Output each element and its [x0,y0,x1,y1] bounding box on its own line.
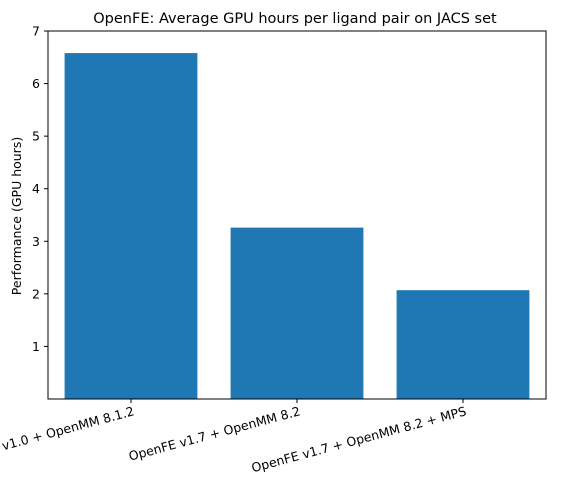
y-tick-label: 3 [32,234,40,249]
y-axis-label: Performance (GPU hours) [9,137,24,295]
bar-1 [64,53,198,400]
bars-group [64,53,530,400]
y-tick-label: 5 [32,129,40,144]
bar-2 [230,227,364,399]
y-tick-label: 1 [32,339,40,354]
y-tick-label: 2 [32,286,40,301]
bar-3 [396,290,530,399]
y-tick-label: 4 [32,181,40,196]
y-tick-label: 7 [32,24,40,39]
chart-title: OpenFE: Average GPU hours per ligand pai… [93,11,497,27]
plot-area-frame [47,30,547,400]
x-tick-label: OpenFE v1.0 + OpenMM 8.1.2 [0,403,136,466]
y-axis-ticks: 1 2 3 4 5 6 7 [32,24,48,354]
y-tick-label: 6 [32,76,40,91]
